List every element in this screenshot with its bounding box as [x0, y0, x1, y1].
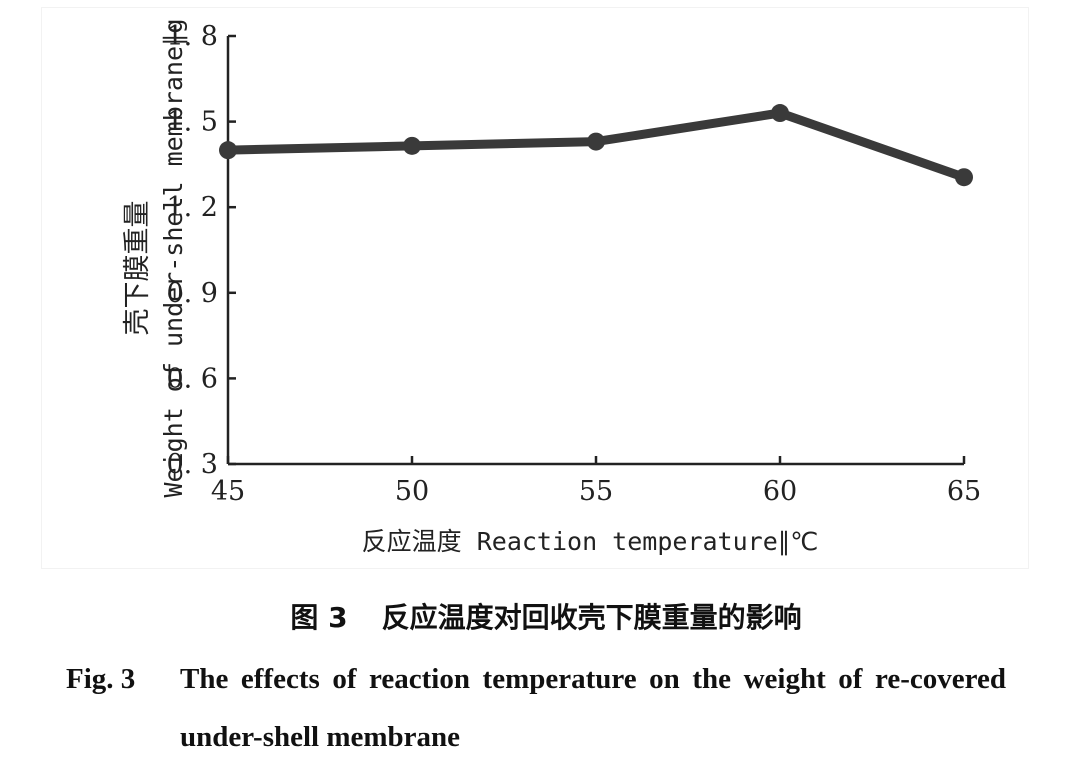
y-axis-title-en: Weight of under-shell membrane∥g	[159, 18, 188, 497]
figure-panel: 0. 3 0. 6 0. 9 1. 2 1. 5 1. 8 45 50 55 60 65 壳下膜重…	[42, 8, 1028, 568]
data-point	[219, 141, 237, 160]
y-tick-label: 1. 5	[166, 107, 218, 138]
data-point	[587, 132, 605, 151]
caption-en-label: Fig. 3	[66, 663, 136, 695]
x-tick-label: 60	[763, 476, 797, 507]
x-axis-title: 反应温度 Reaction temperature∥℃	[362, 527, 819, 556]
caption-cn-number: 图 3	[290, 601, 348, 634]
data-point	[955, 168, 973, 187]
line-chart: 0. 3 0. 6 0. 9 1. 2 1. 5 1. 8 45 50 55 60 65 壳下膜重…	[122, 18, 981, 556]
caption-en-text: The effects of reaction temperature on t…	[180, 663, 1006, 753]
x-tick-label: 50	[395, 476, 429, 507]
y-tick-label: 0. 9	[166, 278, 218, 309]
figure-caption-cn: 图 3 反应温度对回收壳下膜重量的影响	[0, 596, 1092, 636]
data-point	[403, 136, 421, 155]
y-axis-title-cn: 壳下膜重量	[122, 201, 153, 336]
caption-cn-text: 反应温度对回收壳下膜重量的影响	[381, 601, 802, 634]
y-tick-label: 0. 6	[166, 363, 218, 394]
y-tick-label: 0. 3	[166, 449, 218, 480]
y-tick-label: 1. 8	[166, 21, 218, 52]
data-points	[219, 104, 973, 187]
x-tick-label: 55	[579, 476, 613, 507]
y-axis-ticks: 0. 3 0. 6 0. 9 1. 2 1. 5 1. 8	[166, 21, 236, 480]
x-axis-ticks: 45 50 55 60 65	[211, 456, 981, 507]
data-point	[771, 104, 789, 123]
x-tick-label: 45	[211, 476, 245, 507]
y-tick-label: 1. 2	[166, 192, 218, 223]
x-tick-label: 65	[947, 476, 981, 507]
